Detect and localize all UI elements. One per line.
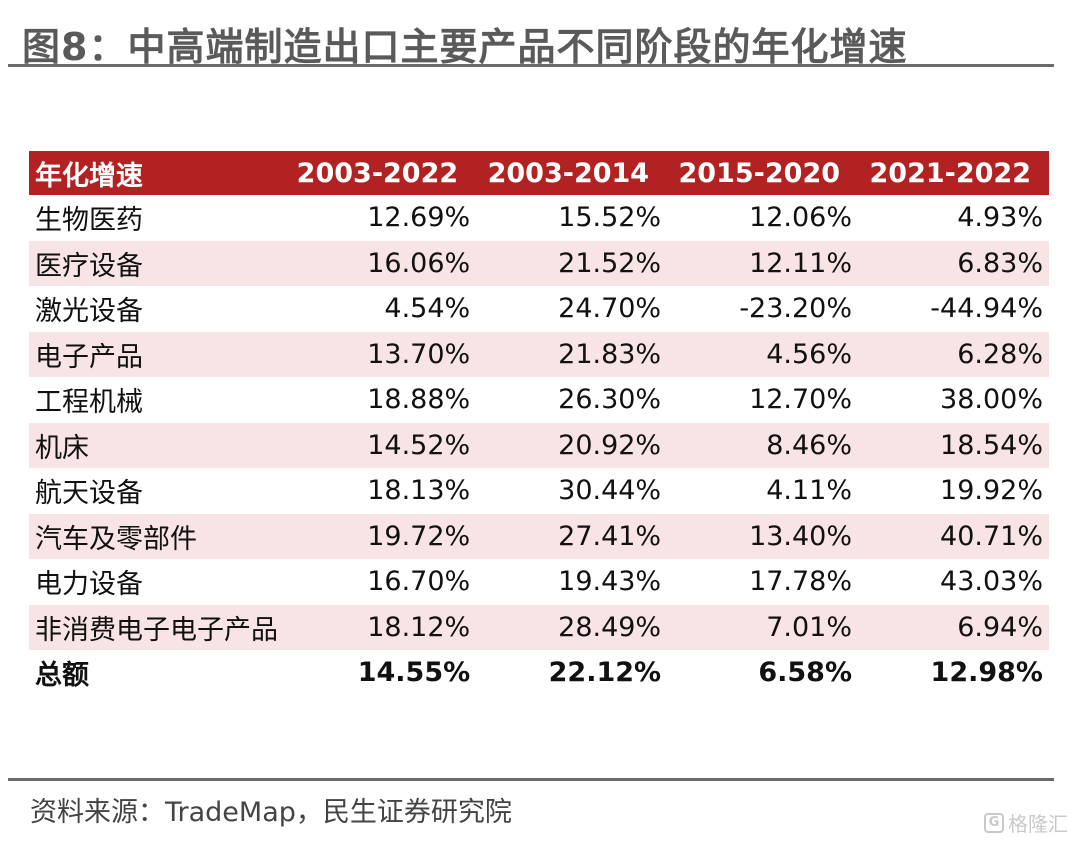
row-label: 非消费电子电子产品: [35, 614, 278, 646]
figure-title: 图8：中高端制造出口主要产品不同阶段的年化增速: [22, 25, 908, 69]
table-cell: 16.06%: [367, 247, 471, 279]
table-cell: 28.49%: [558, 611, 662, 643]
row-label: 医疗设备: [35, 250, 143, 282]
watermark-text: 格隆汇: [1008, 812, 1068, 836]
table-cell: 18.54%: [940, 429, 1043, 461]
table-cell: 20.92%: [558, 429, 662, 461]
table-cell: 38.00%: [940, 384, 1043, 416]
table-row: 激光设备 4.54% 24.70% -23.20% -44.94%: [29, 286, 1049, 332]
table-row: 电力设备 16.70% 19.43% 17.78% 43.03%: [29, 559, 1049, 605]
table-cell: 14.55%: [357, 657, 471, 689]
table-cell: 14.52%: [367, 429, 471, 461]
column-header: 2015-2020: [678, 157, 841, 189]
table-cell: 6.28%: [957, 338, 1043, 370]
table-row: 医疗设备 16.06% 21.52% 12.11% 6.83%: [29, 240, 1049, 286]
row-label: 总额: [35, 660, 89, 692]
table-row: 非消费电子电子产品 18.12% 28.49% 7.01% 6.94%: [29, 604, 1049, 650]
row-label: 生物医药: [35, 205, 143, 237]
row-label: 机床: [35, 432, 89, 464]
table-cell: 16.70%: [367, 566, 471, 598]
table-cell: 4.56%: [766, 338, 853, 370]
table-row: 工程机械 18.88% 26.30% 12.70% 38.00%: [29, 377, 1049, 423]
table-cell: 4.54%: [384, 293, 471, 325]
table-cell: 13.40%: [749, 520, 853, 552]
table-cell: 15.52%: [558, 202, 662, 234]
table-cell: 6.83%: [957, 247, 1043, 279]
table-cell: 30.44%: [558, 475, 662, 507]
source-note: 资料来源：TradeMap，民生证券研究院: [30, 797, 512, 828]
table-cell: 8.46%: [766, 429, 853, 461]
table-cell: 17.78%: [749, 566, 853, 598]
table-row: 生物医药 12.69% 15.52% 12.06% 4.93%: [29, 195, 1049, 241]
table-cell: 4.93%: [957, 202, 1043, 234]
row-label: 航天设备: [35, 478, 143, 510]
table-cell: 18.13%: [367, 475, 471, 507]
table-cell: 7.01%: [766, 611, 853, 643]
table-cell: 43.03%: [940, 566, 1043, 598]
table-cell: 21.83%: [558, 338, 662, 370]
gelonghui-logo-icon: G: [984, 812, 1004, 833]
table-cell: 19.92%: [940, 475, 1043, 507]
table-cell: 19.43%: [558, 566, 662, 598]
table-row: 汽车及零部件 19.72% 27.41% 13.40% 40.71%: [29, 513, 1049, 559]
table-cell: 18.12%: [367, 611, 471, 643]
total-row: 总额 14.55% 22.12% 6.58% 12.98%: [29, 650, 1049, 696]
watermark: G 格隆汇: [984, 808, 1068, 837]
table-cell: 12.70%: [749, 384, 853, 416]
row-label: 激光设备: [35, 296, 143, 328]
table-cell: 6.94%: [957, 611, 1043, 643]
table-row: 航天设备 18.13% 30.44% 4.11% 19.92%: [29, 468, 1049, 514]
table-cell: 26.30%: [558, 384, 662, 416]
bottom-rule: [8, 778, 1054, 781]
column-header: 年化增速: [35, 160, 143, 192]
table-header-row: 年化增速 2003-2022 2003-2014 2015-2020 2021-…: [29, 151, 1049, 195]
table-cell: -44.94%: [930, 293, 1043, 325]
table-cell: 6.58%: [758, 657, 853, 689]
table-cell: 22.12%: [548, 657, 662, 689]
table-cell: 21.52%: [558, 247, 662, 279]
column-header: 2021-2022: [869, 157, 1032, 189]
table-cell: 40.71%: [940, 520, 1043, 552]
table-cell: 13.70%: [367, 338, 471, 370]
row-label: 电子产品: [35, 341, 143, 373]
table-cell: 4.11%: [766, 475, 853, 507]
top-rule: [8, 64, 1054, 67]
column-header: 2003-2022: [296, 157, 459, 189]
table-row: 电子产品 13.70% 21.83% 4.56% 6.28%: [29, 331, 1049, 377]
row-label: 电力设备: [35, 569, 143, 601]
row-label: 汽车及零部件: [35, 523, 197, 555]
table-cell: 18.88%: [367, 384, 471, 416]
table-cell: 12.11%: [749, 247, 853, 279]
table-row: 机床 14.52% 20.92% 8.46% 18.54%: [29, 422, 1049, 468]
table-cell: 12.06%: [749, 202, 853, 234]
column-header: 2003-2014: [487, 157, 650, 189]
table-cell: 27.41%: [558, 520, 662, 552]
table-cell: 19.72%: [367, 520, 471, 552]
table-cell: 12.98%: [930, 657, 1043, 689]
growth-table: 年化增速 2003-2022 2003-2014 2015-2020 2021-…: [29, 151, 1049, 696]
table-cell: 24.70%: [558, 293, 662, 325]
row-label: 工程机械: [35, 387, 143, 419]
table-cell: 12.69%: [367, 202, 471, 234]
table-cell: -23.20%: [739, 293, 853, 325]
